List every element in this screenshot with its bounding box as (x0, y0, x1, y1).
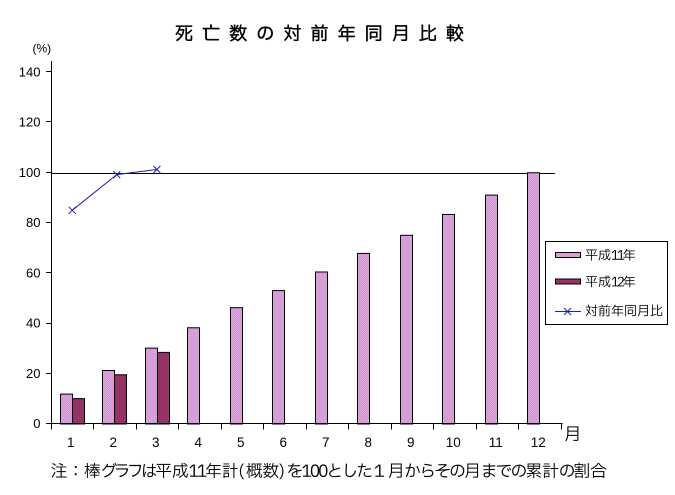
svg-text:10: 10 (446, 435, 461, 450)
svg-text:(%): (%) (33, 42, 52, 56)
svg-text:6: 6 (279, 435, 287, 450)
svg-text:0: 0 (33, 416, 40, 431)
svg-text:100: 100 (19, 165, 41, 180)
svg-text:20: 20 (26, 366, 40, 381)
svg-text:9: 9 (407, 435, 415, 450)
svg-text:5: 5 (237, 435, 245, 450)
svg-text:12: 12 (531, 435, 546, 450)
svg-text:11: 11 (489, 435, 503, 450)
svg-text:7: 7 (322, 435, 330, 450)
svg-text:40: 40 (26, 316, 40, 331)
svg-text:120: 120 (19, 115, 41, 130)
svg-text:140: 140 (19, 64, 41, 79)
svg-text:60: 60 (26, 265, 40, 280)
svg-text:3: 3 (152, 435, 160, 450)
svg-text:2: 2 (109, 435, 117, 450)
svg-text:8: 8 (364, 435, 372, 450)
svg-text:1: 1 (67, 435, 75, 450)
svg-text:80: 80 (26, 215, 40, 230)
svg-text:4: 4 (194, 435, 202, 450)
